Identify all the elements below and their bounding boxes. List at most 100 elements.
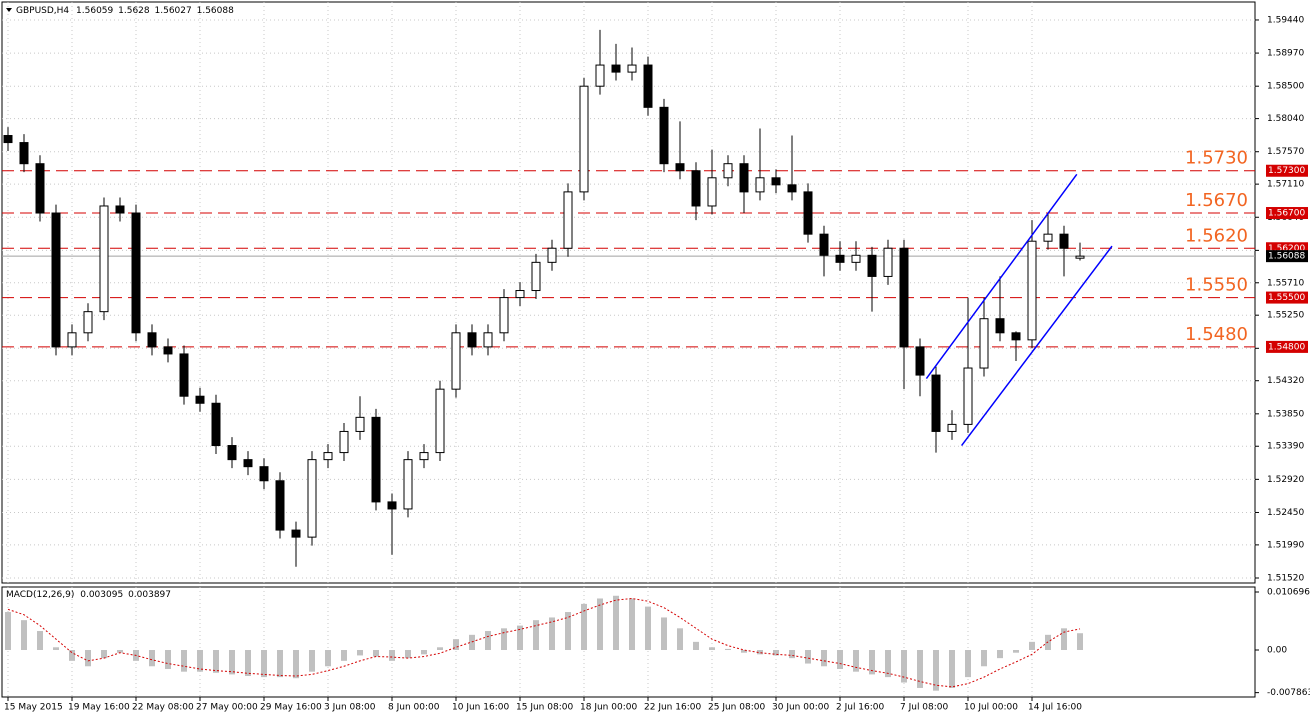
x-tick-label: 2 Jul 16:00 [836,703,885,713]
candle-body [659,106,669,165]
macd-bar [981,649,987,667]
macd-pane [1,586,1256,698]
macd-bar [709,647,715,650]
macd-bar [565,612,571,650]
macd-bar [181,649,187,672]
candle-body [899,247,909,348]
macd-bar [949,649,955,688]
y-tick-label: 1.59440 [1267,15,1304,25]
candle-body [979,318,989,369]
y-tick-label: 1.55710 [1267,278,1304,288]
candle-body [387,501,397,510]
macd-bar [373,649,379,657]
candle-body [771,177,781,186]
candle-body [995,318,1005,334]
candle-body [835,254,845,263]
candle-body [531,261,541,292]
price-tag [1266,340,1308,353]
macd-bar [229,649,235,675]
candle-body [131,212,141,334]
header-low: 1.56027 [155,6,192,16]
x-tick-label: 22 Jun 16:00 [644,703,701,713]
macd-bar [853,649,859,672]
macd-bar [245,649,251,677]
macd-bar [37,631,43,650]
price-tag [1266,207,1308,220]
x-tick-label: 19 May 16:00 [68,703,130,713]
y-tick-label: 1.57110 [1267,180,1304,190]
level-label: 1.5670 [1185,190,1248,211]
macd-bar [1013,649,1019,653]
candle-body [67,332,77,348]
candle-body [1075,255,1085,259]
candle-body [195,395,205,404]
candle-body [1027,240,1037,341]
x-tick-label: 3 Jun 08:00 [324,703,376,713]
y-tick-label: 1.52920 [1267,475,1304,485]
macd-bar [357,649,363,656]
macd-bar [1077,633,1083,650]
macd-bar [341,649,347,661]
candle-body [1011,332,1021,341]
candle-body [915,346,925,376]
candle-body [947,423,957,432]
candle-body [115,205,125,214]
price-tag-label: 1.56700 [1268,209,1305,219]
candle-body [499,297,509,334]
candle-body [595,64,605,87]
candle-body [643,64,653,108]
macd-bar [469,634,475,650]
macd-bar [149,649,155,667]
y-tick-label: 1.51520 [1267,573,1304,583]
x-tick-label: 18 Jun 00:00 [580,703,637,713]
candle-body [819,233,829,256]
macd-bar [757,649,763,655]
macd-bar [5,612,11,650]
y-tick-label: 0.010696 [1267,587,1310,597]
candle-body [851,254,861,263]
macd-bar [629,598,635,650]
y-tick-label: 0.00 [1267,645,1287,655]
macd-bar [197,649,203,672]
macd-value: 0.003095 [80,590,123,600]
candle-body [35,163,45,214]
candle-body [867,254,877,277]
symbol: GBPUSD,H4 [16,6,69,16]
x-tick-label: 15 Jun 08:00 [516,703,573,713]
candle-body [579,85,589,193]
candle-body [419,452,429,461]
macd-bar [661,617,667,650]
candle-body [259,466,269,482]
macd-bar [581,603,587,650]
main-pane [1,1,1256,584]
candle-body [1043,233,1053,242]
macd-bar [293,649,299,679]
macd-bar [997,649,1003,659]
candle-body [355,416,365,432]
price-tag-label: 1.54800 [1268,342,1305,352]
trend-line [925,173,1078,380]
candle-body [611,64,621,73]
macd-bar [549,617,555,650]
x-tick-label: 29 May 16:00 [260,703,322,713]
macd-bar [21,620,27,650]
menu-arrow[interactable] [6,8,12,12]
macd-bar [309,649,315,672]
macd-bar [165,649,171,669]
y-tick-label: 1.52450 [1267,508,1304,518]
candle-body [483,332,493,348]
header-high: 1.5628 [118,6,150,16]
candle-body [707,177,717,207]
candle-body [19,142,29,165]
macd-bar [869,649,875,675]
current-price-label: 1.56088 [1268,252,1305,262]
macd-bar [693,641,699,650]
candle-body [691,170,701,207]
macd-bar [437,647,443,650]
candle-body [163,346,173,355]
candle-body [211,402,221,447]
candle-body [307,459,317,538]
macd-bar [965,649,971,678]
x-tick-label: 10 Jun 16:00 [452,703,509,713]
